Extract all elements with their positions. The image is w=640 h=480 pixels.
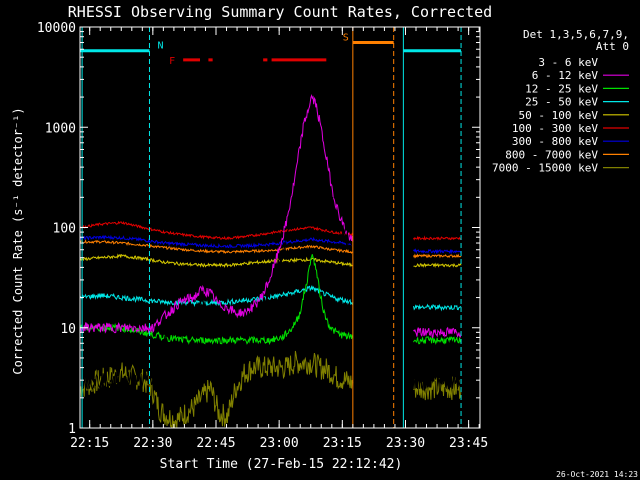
legend-label: 50 - 100 keV: [519, 109, 599, 122]
legend-label: 7000 - 15000 keV: [492, 162, 598, 175]
flag-label: F: [169, 56, 175, 67]
y-tick-label: 1000: [45, 121, 76, 136]
y-axis-label-group: Corrected Count Rate (s⁻¹ detector⁻¹): [11, 107, 25, 374]
series-line-segment: [79, 125, 354, 391]
series-800-7000-kev: [79, 239, 462, 259]
series-3-6-kev: [79, 125, 462, 391]
x-tick-label: 23:15: [323, 436, 362, 451]
flag-f: F: [169, 56, 327, 67]
series-50-100-kev: [79, 253, 462, 269]
legend-label: 3 - 6 keV: [538, 56, 598, 69]
series-300-800-kev: [79, 234, 462, 255]
legend-label: 100 - 300 keV: [512, 122, 598, 135]
y-tick-label: 1: [68, 422, 76, 437]
series-line-segment: [413, 336, 462, 345]
x-tick-label: 23:00: [260, 436, 299, 451]
series-line-segment: [79, 220, 354, 241]
series-line-segment: [413, 235, 462, 241]
legend-label: 800 - 7000 keV: [505, 148, 598, 161]
y-tick-label: 10: [60, 322, 76, 337]
series-line-segment: [79, 239, 353, 254]
legend-label: 6 - 12 keV: [532, 69, 599, 82]
series-line-segment: [413, 253, 462, 259]
series-100-300-kev: [79, 220, 462, 241]
x-tick-label: 22:30: [133, 436, 172, 451]
legend-label: 25 - 50 keV: [525, 96, 598, 109]
series-line-segment: [413, 303, 462, 312]
series-25-50-kev: [79, 285, 462, 312]
x-tick-label: 22:15: [70, 436, 109, 451]
series-line-segment: [413, 326, 462, 339]
flag-s: S: [343, 33, 394, 45]
flag-label: N: [157, 41, 163, 52]
legend-label: 300 - 800 keV: [512, 135, 598, 148]
series-line-segment: [413, 262, 462, 269]
series-6-12-kev: [79, 93, 462, 339]
legend-header-line-1: Det 1,3,5,6,7,9,: [523, 28, 629, 41]
x-tick-label: 23:45: [449, 436, 488, 451]
series-line-segment: [79, 234, 354, 250]
series-line-segment: [413, 248, 462, 255]
x-tick-label: 22:45: [196, 436, 235, 451]
series-12-25-kev: [79, 254, 462, 346]
flag-n: N: [80, 41, 462, 53]
footer-date: 26-Oct-2021 14:23: [556, 470, 638, 479]
series-line-segment: [79, 254, 354, 346]
flag-label: S: [343, 33, 349, 44]
legend-header-line-2: Att 0: [596, 40, 629, 53]
x-axis-label: Start Time (27-Feb-15 22:12:42): [160, 457, 403, 472]
series-line-segment: [79, 253, 354, 268]
series-line-segment: [79, 93, 354, 334]
series-line-segment: [79, 285, 354, 308]
y-tick-label: 10000: [37, 21, 76, 36]
x-tick-label: 23:30: [386, 436, 425, 451]
y-axis-label: Corrected Count Rate (s⁻¹ detector⁻¹): [11, 107, 25, 374]
chart-title: RHESSI Observing Summary Count Rates, Co…: [68, 3, 492, 21]
legend-label: 12 - 25 keV: [525, 82, 598, 95]
y-tick-label: 100: [53, 222, 76, 237]
series-line-segment: [79, 350, 354, 429]
series-line-segment: [413, 371, 462, 391]
plot-area: N S F 1 10 100 1000 10000 22:15 22:30 22:45 23:00 23…: [37, 21, 488, 451]
legend-header: Det 1,3,5,6,7,9, Att 0: [523, 28, 629, 53]
